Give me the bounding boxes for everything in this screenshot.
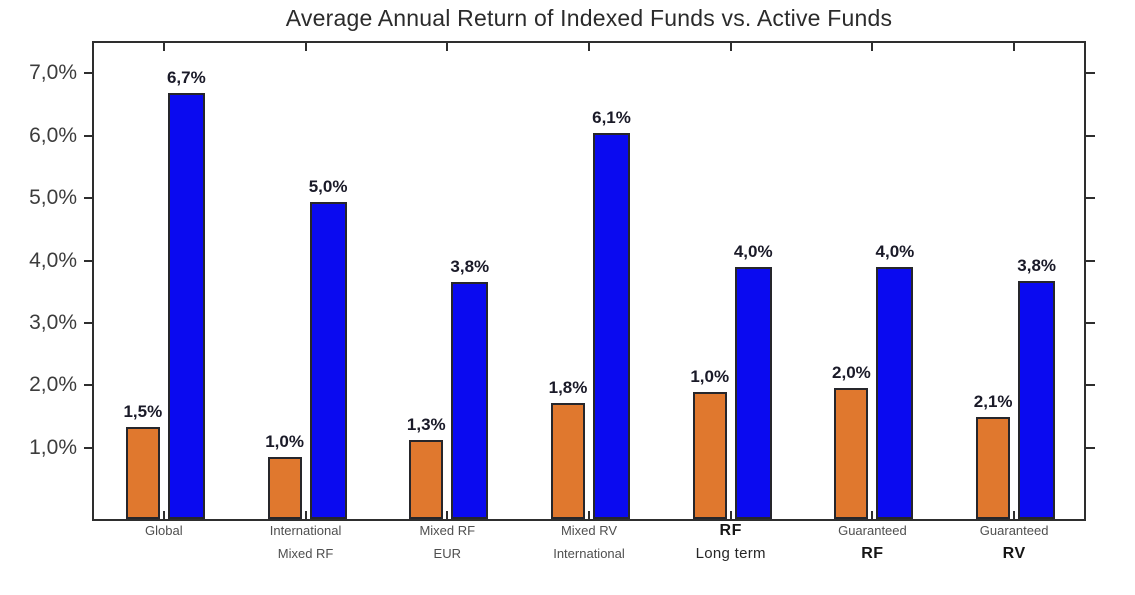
x-category-label-line1-4: RF xyxy=(719,522,742,539)
bar-orange-2 xyxy=(409,439,444,519)
x-axis-tick-top xyxy=(1013,43,1016,51)
x-category-label-line1-3: Mixed RV xyxy=(560,523,618,538)
bar-orange-3 xyxy=(551,402,585,519)
x-category-label-line1-1: International xyxy=(269,523,342,538)
y-axis-tick-right xyxy=(1086,384,1095,387)
bar-value-label-orange-0: 1,5% xyxy=(123,402,163,422)
bar-blue-2 xyxy=(451,281,489,519)
bar-orange-0 xyxy=(125,427,160,519)
x-category-label-line2-4: Long term xyxy=(695,545,766,562)
y-axis-tick-label: 7,0% xyxy=(29,61,77,85)
y-axis-tick-label: 6,0% xyxy=(29,123,77,147)
bar-value-label-blue-4: 4,0% xyxy=(733,241,773,261)
y-axis-tick-right xyxy=(1086,197,1095,200)
x-axis-tick-top xyxy=(871,43,874,51)
y-axis-tick-label: 5,0% xyxy=(29,186,77,210)
x-axis-tick-bottom xyxy=(162,511,165,519)
bar-blue-4 xyxy=(734,266,772,519)
x-axis-tick-bottom xyxy=(1013,511,1016,519)
y-axis-tick-left xyxy=(84,321,93,324)
bar-value-label-orange-5: 2,0% xyxy=(832,362,871,382)
x-axis-tick-top xyxy=(446,43,449,51)
bar-blue-3 xyxy=(593,133,630,519)
y-axis-tick-left xyxy=(84,259,93,262)
y-axis-tick-left xyxy=(84,446,93,449)
x-category-label-line1-2: Mixed RF xyxy=(419,523,476,538)
y-axis-tick-right xyxy=(1086,259,1095,262)
y-axis-tick-label: 3,0% xyxy=(29,310,77,334)
bar-value-label-orange-2: 1,3% xyxy=(406,414,446,434)
x-category-label-line2-1: Mixed RF xyxy=(277,546,334,561)
bar-value-label-blue-0: 6,7% xyxy=(166,68,206,88)
plot-area xyxy=(92,41,1086,521)
y-axis-tick-label: 2,0% xyxy=(29,373,77,397)
bar-orange-4 xyxy=(692,391,727,519)
y-axis-tick-left xyxy=(84,197,93,200)
x-axis-tick-bottom xyxy=(588,511,590,519)
bar-value-label-blue-5: 4,0% xyxy=(875,241,915,261)
x-axis-tick-top xyxy=(729,43,732,51)
bar-blue-5 xyxy=(876,266,914,519)
x-category-label-line2-2: EUR xyxy=(433,546,461,561)
y-axis-tick-left xyxy=(84,134,93,137)
y-axis-tick-right xyxy=(1086,446,1095,449)
bar-blue-0 xyxy=(167,93,205,519)
x-axis-tick-bottom xyxy=(446,511,449,519)
bar-value-label-blue-1: 5,0% xyxy=(308,177,348,197)
y-axis-tick-right xyxy=(1086,72,1095,75)
bar-value-label-blue-2: 3,8% xyxy=(450,256,490,276)
bar-orange-5 xyxy=(834,387,869,519)
bar-orange-6 xyxy=(976,416,1011,519)
y-axis-tick-left xyxy=(84,72,93,75)
x-axis-tick-bottom xyxy=(871,511,874,519)
y-axis-tick-label: 1,0% xyxy=(29,435,77,459)
y-axis-tick-right xyxy=(1086,321,1095,324)
bar-value-label-orange-6: 2,1% xyxy=(973,391,1013,411)
x-axis-tick-top xyxy=(162,43,165,51)
x-axis-tick-top xyxy=(588,43,590,51)
y-axis-tick-left xyxy=(84,384,93,387)
bar-value-label-blue-3: 6,1% xyxy=(592,108,631,128)
chart-title: Average Annual Return of Indexed Funds v… xyxy=(285,5,893,31)
bar-value-label-orange-4: 1,0% xyxy=(690,366,730,386)
y-axis-tick-label: 4,0% xyxy=(29,248,77,272)
bar-value-label-orange-3: 1,8% xyxy=(548,377,588,397)
x-category-label-line1-0: Global xyxy=(145,523,183,538)
bar-blue-1 xyxy=(309,202,347,519)
x-axis-tick-bottom xyxy=(729,511,732,519)
bar-value-label-orange-1: 1,0% xyxy=(265,431,304,451)
x-axis-tick-bottom xyxy=(304,511,307,519)
bar-blue-6 xyxy=(1018,280,1056,519)
bar-orange-1 xyxy=(267,456,302,519)
bar-value-label-blue-6: 3,8% xyxy=(1017,255,1057,275)
x-category-label-line1-6: Guaranteed xyxy=(979,523,1049,538)
x-category-label-line2-6: RV xyxy=(1002,545,1026,562)
x-category-label-line2-3: International xyxy=(553,546,625,561)
x-category-label-line1-5: Guaranteed xyxy=(838,523,907,538)
y-axis-tick-right xyxy=(1086,134,1095,137)
x-axis-tick-top xyxy=(304,43,307,51)
x-category-label-line2-5: RF xyxy=(861,545,884,562)
